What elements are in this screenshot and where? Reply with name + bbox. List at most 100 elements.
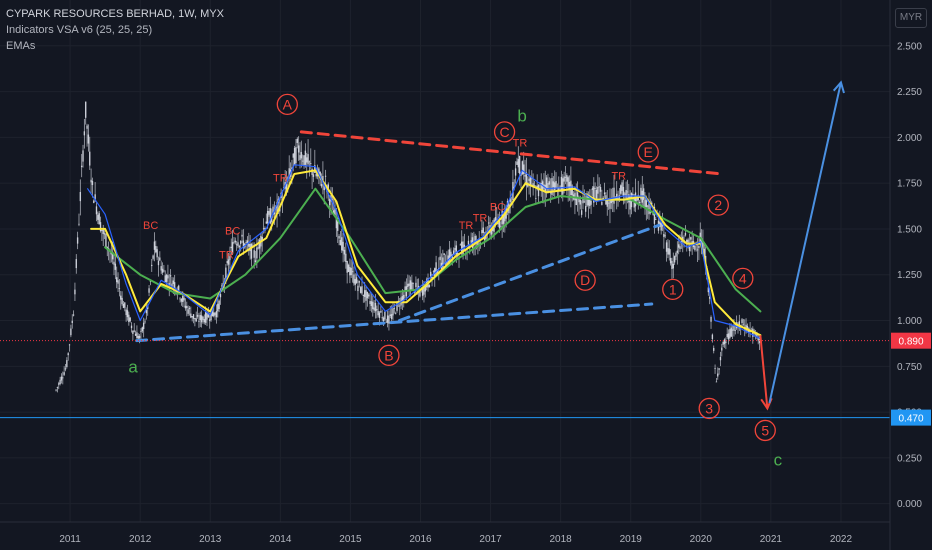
candle-body — [384, 311, 386, 320]
candle-body — [167, 275, 169, 279]
candle-body — [95, 206, 98, 215]
candle-body — [311, 169, 313, 176]
candle-body — [535, 198, 537, 199]
candle-body — [446, 261, 448, 265]
candle-body — [710, 316, 712, 322]
wave-label-circle — [276, 93, 298, 116]
candle-body — [273, 212, 276, 215]
candle-body — [101, 230, 103, 232]
candle-body — [606, 198, 608, 207]
candle-body — [667, 248, 669, 255]
candle-body — [194, 318, 196, 320]
candle-body — [161, 268, 164, 273]
candle-body — [725, 341, 727, 343]
currency-badge[interactable]: MYR — [895, 8, 927, 28]
candle-body — [217, 303, 219, 312]
candle-body — [690, 237, 692, 240]
candle-body — [179, 298, 181, 300]
candle-body — [141, 327, 144, 332]
candle-body — [729, 329, 731, 338]
candle-body — [82, 150, 84, 162]
candle-body — [625, 189, 627, 198]
level-marker-box — [891, 409, 931, 426]
candle-body — [655, 219, 657, 221]
candle-body — [636, 196, 638, 201]
candle-body — [551, 178, 553, 195]
candle-body — [455, 245, 458, 255]
candle-body — [671, 260, 673, 270]
candle-body — [517, 159, 520, 168]
candle-body — [306, 157, 308, 163]
candle-body — [215, 311, 218, 318]
candle-body — [254, 260, 257, 263]
candle-body — [357, 285, 359, 292]
candle-body — [117, 280, 119, 284]
candle-body — [293, 147, 296, 165]
candle-body — [66, 360, 68, 367]
candle-body — [545, 177, 548, 189]
candle-body — [439, 256, 441, 261]
wave-label-3: 3 — [705, 400, 713, 416]
candle-body — [668, 248, 670, 255]
vsa-label-tr: TR — [459, 220, 474, 232]
candle-body — [322, 175, 324, 181]
candle-body — [178, 285, 180, 291]
candle-body — [509, 197, 511, 203]
candle-body — [155, 245, 157, 253]
wave-label-2: 2 — [714, 197, 722, 213]
candle-body — [206, 311, 208, 320]
vsa-label-bc: BC — [143, 220, 158, 232]
wave-label-circle — [378, 344, 400, 366]
wave-label-C: C — [500, 124, 510, 140]
candle-body — [219, 294, 222, 298]
candle-body — [727, 333, 730, 340]
candle-body — [430, 271, 432, 279]
ema-lines — [87, 164, 762, 340]
candle-body — [163, 270, 165, 272]
indicator-vsa-label[interactable]: Indicators VSA v6 (25, 25, 25) — [6, 24, 153, 36]
candle-body — [540, 183, 542, 191]
candle-body — [595, 189, 598, 199]
candle-body — [528, 178, 530, 182]
candle-body — [374, 302, 377, 312]
candle-body — [346, 261, 348, 273]
candle-body — [249, 243, 251, 252]
candle-body — [622, 186, 625, 196]
candle-body — [292, 153, 294, 158]
candle-body — [669, 257, 672, 264]
candle-body — [248, 244, 250, 247]
candle-body — [436, 270, 439, 273]
candle-body — [64, 368, 67, 370]
candle-body — [376, 308, 378, 311]
candle-body — [726, 334, 728, 338]
indicator-emas-label[interactable]: EMAs — [6, 40, 36, 52]
candle-body — [231, 242, 234, 254]
candle-body — [564, 176, 567, 178]
candle-body — [349, 266, 351, 276]
candle-body — [590, 200, 592, 205]
candle-body — [246, 240, 249, 243]
candle-body — [148, 288, 150, 293]
candle-body — [245, 242, 247, 243]
candle-body — [518, 156, 521, 174]
candle-body — [396, 301, 398, 311]
y-tick-label: 1.000 — [897, 316, 922, 327]
candle-body — [207, 314, 210, 318]
vsa-label-tr: TR — [273, 172, 288, 184]
candle-body — [99, 222, 102, 232]
candle-body — [151, 264, 153, 267]
candle-body — [258, 239, 261, 249]
wave-label-circle — [637, 141, 659, 163]
candle-body — [456, 252, 459, 254]
candle-body — [653, 206, 656, 224]
candle-body — [734, 329, 736, 331]
candle-body — [136, 332, 138, 339]
candle-body — [137, 336, 139, 339]
candle-body — [587, 194, 590, 206]
candle-body — [341, 237, 343, 251]
candle-body — [613, 187, 615, 204]
candle-body — [149, 280, 152, 282]
candle-body — [159, 257, 161, 261]
